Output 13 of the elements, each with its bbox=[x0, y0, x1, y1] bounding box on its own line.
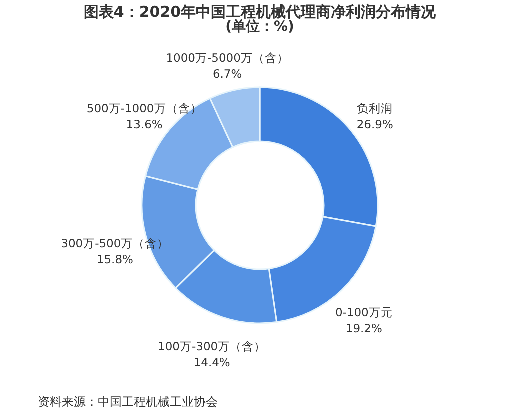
data-label: 26.9% bbox=[356, 117, 394, 132]
text: 资料来源：中国工程机械工业协会 bbox=[38, 394, 219, 411]
slice-label: 100万-300万（含） bbox=[158, 340, 266, 354]
slice-label: 1000万-5000万（含） bbox=[166, 51, 289, 66]
slice-label: 0-100万元 bbox=[335, 305, 393, 320]
data-label: 15.8% bbox=[96, 252, 134, 267]
data-label: 6.7% bbox=[212, 67, 242, 82]
data-label: 13.6% bbox=[126, 118, 163, 132]
slice-label: 500万-1000万（含） bbox=[86, 102, 202, 116]
chart-subtitle: (单位：%) bbox=[226, 19, 294, 35]
slice-label: 负利润 bbox=[357, 101, 394, 116]
data-label: 14.4% bbox=[194, 356, 230, 370]
data-label: 19.2% bbox=[346, 321, 382, 336]
